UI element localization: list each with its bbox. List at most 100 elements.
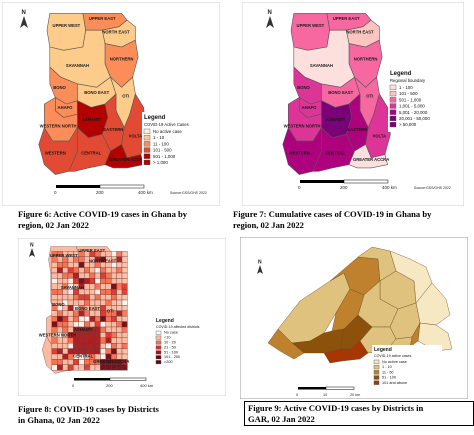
district-cell [57,310,63,317]
district-cell [100,310,106,317]
district-cell [100,294,106,301]
district-cell [100,305,106,311]
district-cell [111,332,117,338]
region-label-oti: OTI [107,309,114,314]
region-label-central: CENTRAL [325,151,345,156]
district-cell [89,299,96,306]
legend-label: 11 - 50 [382,370,394,374]
region-label-upper-west: UPPER WEST [50,253,78,258]
district-cell [105,299,112,306]
region-label-western-north: WESTERN NORTH [284,124,321,129]
district-cell [57,359,63,365]
legend-label: No case [164,331,178,335]
district-cell [105,289,112,295]
district-cell [51,353,58,360]
district-cell [111,316,117,322]
district-cell [105,343,112,349]
district-cell [89,343,96,349]
legend-swatch [389,103,397,109]
district-cell [67,278,74,284]
district-cell [84,278,90,284]
district-cell [84,272,90,279]
district-cell [57,316,63,322]
region-central [312,126,355,172]
figure-8-panel: N UPPER WEST UPPER EAST NORTH EAST SAVANNAH… [18,238,226,396]
district-cell [100,348,106,355]
legend-label: > 1,000 [153,160,168,165]
district-cell [51,359,58,365]
district-cell [67,272,74,279]
district-cell [111,364,117,371]
district-cell [57,337,63,344]
district-cell [105,326,112,333]
district-cell [121,267,128,274]
legend-swatch [155,340,162,345]
legend-swatch [389,84,397,91]
district-cell [116,316,123,322]
district-cell [116,332,123,338]
legend-swatch [143,134,151,141]
region-label-savannah: SAVANNAH [66,63,89,68]
district-cell [67,299,74,306]
district-cell [62,267,69,274]
district-cell [94,343,101,349]
district-cell [62,278,69,284]
svg-text:0: 0 [296,393,298,397]
district-area [267,328,305,360]
district-cell [121,294,128,301]
region-label-north-east: NORTH EAST [346,30,374,35]
district-cell [100,321,106,328]
district-cell [121,326,128,333]
district-cell [89,294,96,301]
legend-swatch [143,159,151,166]
district-cell [116,294,123,301]
legend-swatch [155,360,162,365]
svg-text:400 km: 400 km [382,185,397,190]
district-cell [100,337,106,344]
region-label-eastern: EASTERN [103,127,123,132]
district-cell [84,289,90,295]
district-cell [84,364,90,371]
legend-swatch [373,380,380,385]
legend-label: 1,001 - 5,000 [399,104,425,109]
region-label-western: WESTERN [45,151,66,156]
district-cell [116,326,123,333]
region-label-bono: BONO [53,85,66,90]
region-label-volta: VOLTA [129,134,143,139]
legend-label: No active case [153,129,182,134]
figure-8-caption-line1: Figure 8: COVID-19 cases by Districts [18,404,159,414]
district-cell [57,267,63,274]
district-cell [100,343,106,349]
figure-9-map: N Legend COVID-19 active cases No active… [240,237,468,399]
region-label-upper-west: UPPER WEST [297,23,325,28]
district-cell [57,294,63,301]
figure-8-caption-line2: in Ghana, 02 Jan 2022 [18,414,100,425]
district-cell [94,316,101,322]
district-cell [121,278,128,284]
district-cell [78,262,85,268]
district-cell [73,289,79,295]
legend-swatch [373,375,380,380]
district-cell [67,267,74,274]
district-cell [121,262,128,268]
district-cell [67,316,74,322]
district-cell [121,289,128,295]
district-cell [100,326,106,333]
district-cell [62,272,69,279]
district-cell [73,316,79,322]
district-cell [78,359,85,365]
district-cell [84,294,90,301]
district-cell [89,267,96,274]
district-cell [116,256,123,263]
district-cell [62,321,69,328]
region-label-north-east: NORTH EAST [102,30,130,35]
district-cell [78,294,85,301]
district-cell [78,364,85,371]
legend-swatch [389,121,397,128]
district-cell [94,321,101,328]
district-cell [57,364,63,371]
fig6-scale-bar: 0 200 400 km [54,184,153,195]
region-label-ahafo: AHAFO [58,105,74,110]
region-label-northern: NORTHERN [110,56,134,61]
district-cell [67,359,74,365]
